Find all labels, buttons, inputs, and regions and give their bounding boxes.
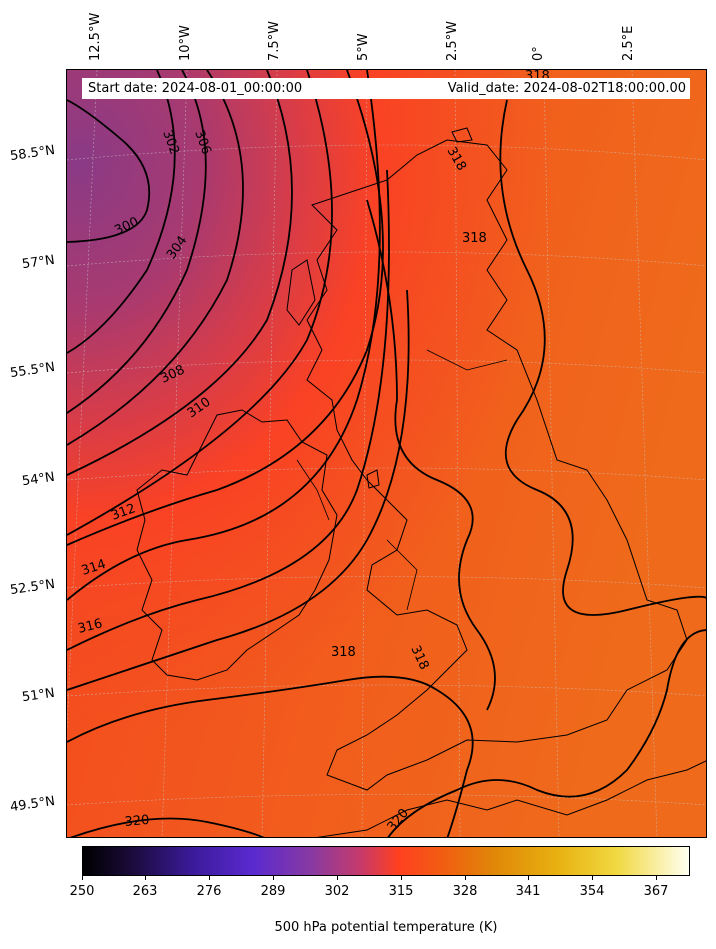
- lat-label-51n: 51°N: [21, 685, 56, 706]
- colorbar-label-367: 367: [643, 884, 669, 899]
- contour-label-320a: 320: [124, 813, 150, 830]
- contour-304: [67, 70, 207, 414]
- date-bar: Start date: 2024-08-01_00:00:00 Valid_da…: [82, 78, 690, 99]
- contour-318-east: [499, 99, 706, 616]
- lat-label-57n: 57°N: [21, 252, 56, 273]
- colorbar-tick: [145, 876, 146, 880]
- coast-orkney: [451, 127, 473, 143]
- start-date: Start date: 2024-08-01_00:00:00: [88, 81, 303, 96]
- contour-320-west: [70, 817, 265, 837]
- colorbar: [82, 846, 690, 876]
- colorbar-tick: [209, 876, 210, 880]
- lon-label-2.5e: 2.5°E: [621, 25, 636, 61]
- contour-320-east: [387, 629, 706, 837]
- contour-310: [67, 70, 333, 536]
- lon-label-7.5w: 7.5°W: [267, 20, 282, 61]
- colorbar-tick: [337, 876, 338, 880]
- coast-hebrides: [286, 259, 316, 326]
- coast-france: [316, 760, 706, 837]
- contour-306: [67, 70, 244, 446]
- lon-label-0: 0°: [531, 46, 546, 61]
- colorbar-tick: [273, 876, 274, 880]
- valid-date: Valid_date: 2024-08-02T18:00:00.00: [447, 81, 686, 96]
- lat-label-55.5n: 55.5°N: [9, 359, 56, 382]
- map-panel: 302 306 300 304 308 310 312 314 316 318 …: [66, 69, 707, 838]
- contour-316: [67, 289, 410, 691]
- colorbar-tick: [465, 876, 466, 880]
- contour-label-316: 316: [76, 616, 104, 637]
- border-northern-ireland: [296, 459, 330, 521]
- colorbar-tick: [528, 876, 529, 880]
- colorbar-label-315: 315: [388, 884, 414, 899]
- lon-label-2.5w: 2.5°W: [445, 20, 460, 61]
- border-wales: [386, 539, 418, 611]
- contour-label-318d: 318: [331, 645, 356, 660]
- lon-label-12.5w: 12.5°W: [88, 12, 103, 61]
- map-svg: 302 306 300 304 308 310 312 314 316 318 …: [67, 70, 706, 837]
- colorbar-label-328: 328: [452, 884, 478, 899]
- lat-label-58.5n: 58.5°N: [9, 142, 56, 165]
- colorbar-tick: [592, 876, 593, 880]
- lat-label-52.5n: 52.5°N: [9, 576, 56, 599]
- graticule: [67, 70, 706, 837]
- contour-308: [67, 70, 293, 476]
- colorbar-label-250: 250: [69, 884, 95, 899]
- lat-label-54n: 54°N: [21, 469, 56, 490]
- colorbar-label-354: 354: [579, 884, 605, 899]
- colorbar-label-263: 263: [132, 884, 158, 899]
- colorbar-label-276: 276: [196, 884, 222, 899]
- colorbar-label-341: 341: [515, 884, 541, 899]
- colorbar-label-302: 302: [324, 884, 350, 899]
- colorbar-tick: [656, 876, 657, 880]
- contour-312: [67, 70, 381, 601]
- contour-300: [67, 99, 151, 243]
- contours: [67, 70, 706, 837]
- lon-label-10w: 10°W: [178, 25, 193, 61]
- coastlines: [136, 127, 706, 837]
- contour-label-314: 314: [80, 557, 108, 579]
- border-scotland-england: [426, 349, 508, 371]
- colorbar-label-289: 289: [260, 884, 286, 899]
- lat-label-49.5n: 49.5°N: [9, 793, 56, 816]
- contour-label-318a: 318: [462, 231, 487, 246]
- cold-core-shading: [67, 70, 706, 837]
- lon-label-5w: 5°W: [356, 33, 371, 61]
- contour-318-mid: [366, 199, 496, 711]
- coast-isle-of-man: [366, 469, 380, 489]
- coast-great-britain: [306, 139, 688, 791]
- colorbar-tick: [401, 876, 402, 880]
- colorbar-title: 500 hPa potential temperature (K): [274, 920, 498, 935]
- contour-302: [67, 70, 176, 354]
- contour-314: [67, 169, 390, 651]
- contour-318-south: [67, 675, 474, 837]
- colorbar-tick: [82, 876, 83, 880]
